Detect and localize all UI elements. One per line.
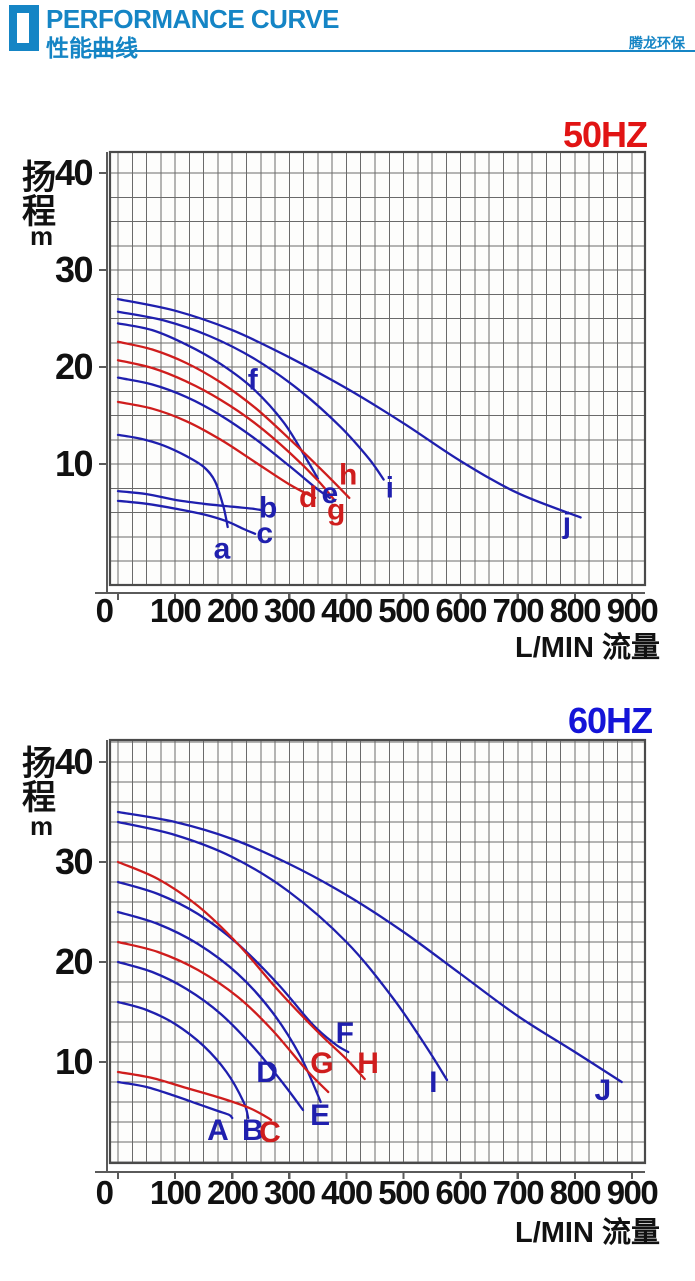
x-axis-label: L/MIN 流量 (515, 631, 660, 664)
curve-label-e: e (322, 477, 339, 510)
x-tick-label-400: 400 (321, 592, 372, 629)
y-tick-label-40: 40 (55, 152, 93, 193)
curve-label-b: b (259, 492, 277, 525)
curve-label-I: I (429, 1066, 437, 1099)
x-tick-label-500: 500 (378, 1174, 429, 1211)
y-tick-label-20: 20 (55, 941, 93, 982)
curve-e (116, 376, 332, 500)
curve-label-G: G (310, 1047, 333, 1080)
chart-title-60hz: 60HZ (568, 700, 652, 741)
curve-E (116, 910, 322, 1104)
curve-label-i: i (386, 471, 394, 504)
y-tick-label-10: 10 (55, 1041, 93, 1082)
x-tick-label-0: 0 (96, 592, 113, 629)
y-tick-label-10: 10 (55, 443, 93, 484)
x-tick-label-700: 700 (492, 592, 543, 629)
axes (95, 740, 645, 1179)
curve-label-c: c (256, 517, 273, 550)
curve-label-D: D (256, 1056, 278, 1089)
curve-f (116, 322, 320, 480)
y-tick-label-40: 40 (55, 741, 93, 782)
y-axis-label-char: 程 (22, 779, 56, 817)
curve-label-C: C (259, 1116, 281, 1149)
y-axis-unit: m (30, 811, 53, 841)
logo-bar-icon (17, 13, 29, 43)
curve-label-j: j (562, 507, 571, 540)
brand-name: 腾龙环保 (629, 35, 685, 51)
x-axis-label: L/MIN 流量 (515, 1216, 660, 1249)
x-tick-label-800: 800 (550, 1174, 601, 1211)
y-axis-unit: m (30, 221, 53, 251)
x-tick-label-200: 200 (207, 592, 258, 629)
curve-d (116, 400, 317, 500)
curve-label-E: E (310, 1099, 330, 1132)
curve-C (116, 1070, 273, 1122)
curve-F (116, 880, 350, 1054)
curve-label-J: J (595, 1074, 612, 1107)
x-tick-label-400: 400 (321, 1174, 372, 1211)
curve-c (116, 499, 257, 535)
x-tick-label-300: 300 (264, 1174, 315, 1211)
curve-J (116, 810, 623, 1084)
x-tick-label-100: 100 (150, 1174, 201, 1211)
curve-h (116, 340, 351, 500)
logo (9, 5, 39, 51)
header-rule (88, 50, 695, 52)
x-tick-label-200: 200 (207, 1174, 258, 1211)
curve-j (116, 297, 582, 519)
curve-I (116, 820, 449, 1082)
y-axis-label-char: 扬 (22, 745, 56, 783)
x-tick-label-600: 600 (435, 592, 486, 629)
y-tick-label-30: 30 (55, 841, 93, 882)
curve-i (116, 310, 385, 481)
x-tick-label-500: 500 (378, 592, 429, 629)
axes (95, 152, 645, 600)
curve-B (116, 1000, 250, 1120)
x-tick-label-600: 600 (435, 1174, 486, 1211)
curve-label-H: H (357, 1047, 379, 1080)
curve-label-f: f (248, 364, 259, 397)
curve-label-A: A (207, 1114, 229, 1147)
plot-border (108, 738, 647, 1165)
y-tick-label-30: 30 (55, 249, 93, 290)
plot-area (110, 740, 645, 1163)
curve-label-a: a (214, 532, 231, 565)
curve-label-B: B (242, 1114, 264, 1147)
curve-label-F: F (336, 1017, 354, 1050)
x-tick-label-700: 700 (492, 1174, 543, 1211)
page-title-en: PERFORMANCE CURVE (46, 4, 339, 34)
x-tick-label-0: 0 (96, 1174, 113, 1211)
curve-label-g: g (327, 494, 345, 527)
x-tick-label-800: 800 (550, 592, 601, 629)
y-axis-label-char: 扬 (22, 159, 56, 197)
chart-title-50hz: 50HZ (563, 114, 647, 155)
curve-g (116, 359, 337, 503)
header: PERFORMANCE CURVE 性能曲线 腾龙环保 (0, 0, 695, 61)
x-tick-label-100: 100 (150, 592, 201, 629)
curve-G (116, 940, 330, 1094)
x-tick-label-900: 900 (607, 592, 658, 629)
curve-D (116, 960, 305, 1112)
x-tick-label-900: 900 (607, 1174, 658, 1211)
plot-border (108, 150, 647, 587)
curve-b (116, 490, 265, 512)
curve-label-h: h (339, 459, 357, 492)
x-tick-label-300: 300 (264, 592, 315, 629)
page-title-zh: 性能曲线 (46, 35, 138, 61)
curve-label-d: d (299, 481, 317, 514)
curve-A (116, 1080, 234, 1120)
y-tick-label-20: 20 (55, 346, 93, 387)
y-axis-label-char: 程 (22, 193, 56, 231)
curve-H (116, 860, 366, 1081)
